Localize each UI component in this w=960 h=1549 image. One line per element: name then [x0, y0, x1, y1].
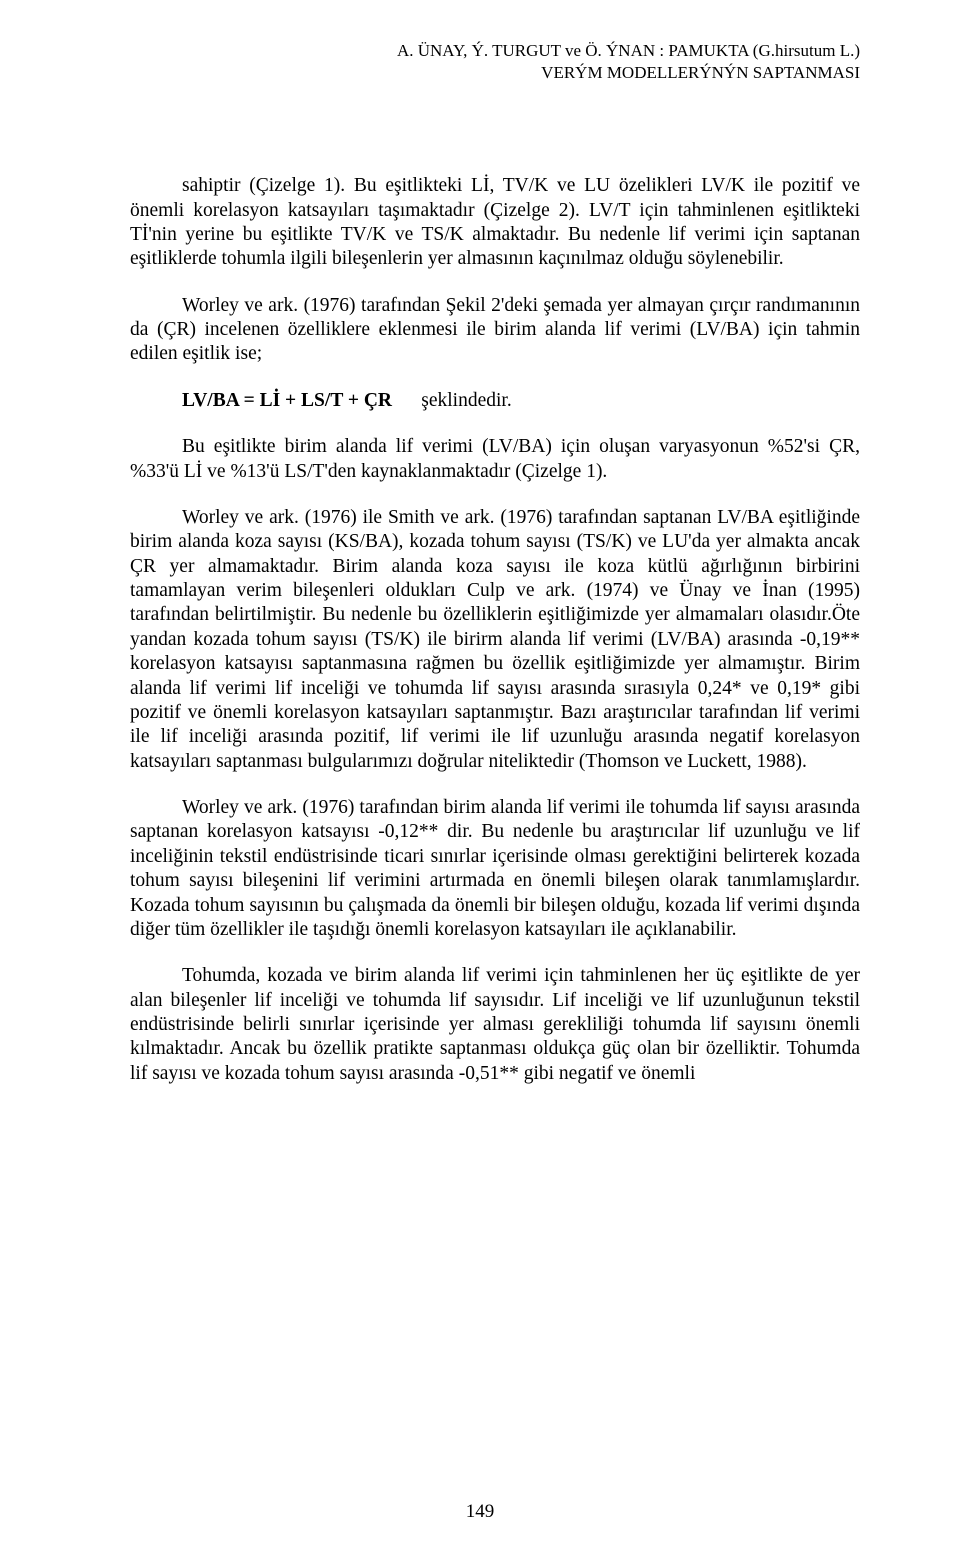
- body-paragraph-4: Worley ve ark. (1976) ile Smith ve ark. …: [130, 506, 860, 774]
- body-paragraph-5: Worley ve ark. (1976) tarafından birim a…: [130, 796, 860, 942]
- page-container: A. ÜNAY, Ý. TURGUT ve Ö. ÝNAN : PAMUKTA …: [0, 0, 960, 1549]
- running-header-line2: VERÝM MODELLERÝNÝN SAPTANMASI: [130, 62, 860, 84]
- formula-line: LV/BA = Lİ + LS/T + ÇR şeklindedir.: [130, 389, 860, 413]
- body-paragraph-1: sahiptir (Çizelge 1). Bu eşitlikteki Lİ,…: [130, 174, 860, 272]
- body-paragraph-2: Worley ve ark. (1976) tarafından Şekil 2…: [130, 294, 860, 367]
- formula-equation: LV/BA = Lİ + LS/T + ÇR: [182, 390, 392, 411]
- page-number: 149: [0, 1501, 960, 1523]
- body-paragraph-6: Tohumda, kozada ve birim alanda lif veri…: [130, 964, 860, 1086]
- body-paragraph-3: Bu eşitlikte birim alanda lif verimi (LV…: [130, 435, 860, 484]
- running-header-line1: A. ÜNAY, Ý. TURGUT ve Ö. ÝNAN : PAMUKTA …: [130, 40, 860, 62]
- running-header: A. ÜNAY, Ý. TURGUT ve Ö. ÝNAN : PAMUKTA …: [130, 40, 860, 84]
- formula-tail: şeklindedir.: [421, 390, 511, 411]
